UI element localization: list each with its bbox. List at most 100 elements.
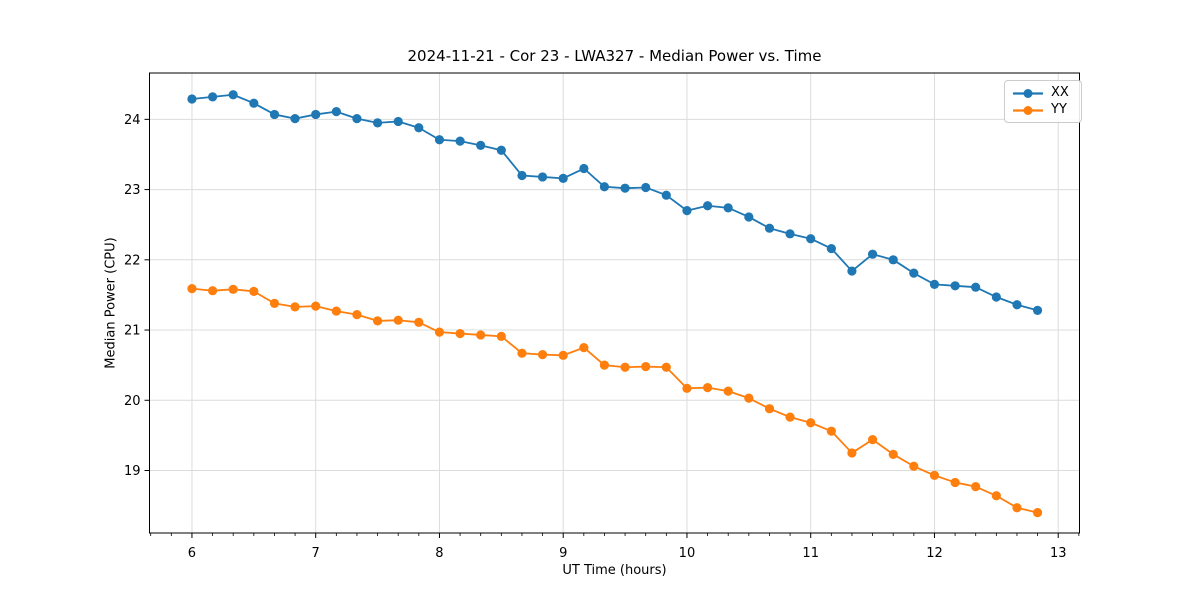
data-point-yy: [620, 362, 630, 372]
data-point-yy: [1012, 503, 1022, 513]
data-point-xx: [723, 203, 733, 213]
data-point-xx: [372, 118, 383, 128]
x-tick-label: 6: [188, 546, 196, 561]
data-point-xx: [537, 172, 548, 182]
data-point-xx: [579, 163, 589, 174]
data-point-xx: [352, 114, 362, 124]
data-point-yy: [579, 343, 589, 353]
x-tick-label: 12: [926, 546, 943, 561]
data-point-yy: [331, 306, 341, 316]
series-line-xx: [191, 93, 1039, 312]
data-point-xx: [228, 90, 238, 100]
data-point-yy: [641, 361, 651, 372]
data-point-yy: [372, 316, 383, 326]
data-point-xx: [393, 116, 403, 127]
data-point-xx: [290, 114, 300, 124]
data-point-yy: [703, 383, 713, 393]
y-tick-label: 21: [124, 324, 141, 339]
data-point-xx: [744, 212, 754, 222]
data-point-xx: [888, 255, 898, 265]
legend-label-xx: XX: [1051, 85, 1069, 100]
data-point-yy: [476, 330, 486, 340]
data-point-yy: [950, 477, 960, 488]
data-point-xx: [991, 292, 1001, 302]
legend-label-yy: YY: [1051, 102, 1067, 117]
data-point-xx: [558, 173, 568, 183]
data-point-xx: [311, 109, 321, 120]
data-point-xx: [517, 170, 527, 181]
data-point-yy: [806, 418, 816, 428]
legend-entry-xx: XX: [1012, 86, 1074, 100]
data-point-xx: [806, 234, 816, 244]
data-point-xx: [620, 183, 630, 193]
data-point-xx: [909, 268, 919, 278]
data-point-xx: [641, 182, 651, 193]
data-point-yy: [249, 286, 259, 297]
data-point-xx: [331, 107, 341, 117]
data-point-xx: [455, 136, 465, 146]
data-point-yy: [455, 328, 465, 339]
data-point-yy: [661, 362, 671, 372]
data-point-xx: [599, 182, 610, 192]
data-point-xx: [661, 190, 671, 200]
y-tick-label: 23: [124, 183, 141, 198]
y-axis-label: Median Power (CPU): [103, 237, 119, 369]
legend-entry-yy: YY: [1012, 103, 1074, 117]
data-point-xx: [826, 243, 836, 254]
data-point-yy: [971, 482, 981, 492]
legend-sample-marker: [1023, 88, 1033, 98]
data-point-xx: [867, 249, 878, 259]
data-point-yy: [187, 284, 197, 294]
data-point-yy: [929, 470, 940, 481]
legend-line-sample-yy: [1013, 105, 1043, 115]
data-point-xx: [950, 281, 960, 291]
data-point-yy: [517, 348, 527, 358]
data-point-yy: [393, 315, 403, 325]
data-point-yy: [723, 386, 733, 396]
data-point-yy: [847, 448, 857, 458]
data-point-xx: [971, 282, 981, 292]
data-point-yy: [785, 412, 795, 422]
data-point-yy: [208, 286, 218, 296]
x-tick-label: 7: [312, 546, 320, 561]
x-tick-label: 13: [1050, 546, 1067, 561]
data-point-yy: [414, 317, 424, 327]
data-point-xx: [434, 135, 445, 145]
x-axis-label: UT Time (hours): [562, 563, 667, 578]
x-tick-label: 8: [435, 546, 443, 561]
axes-spines: [149, 72, 1080, 534]
data-point-yy: [496, 331, 506, 341]
y-tick-label: 20: [124, 394, 141, 409]
data-point-yy: [290, 302, 300, 312]
data-point-yy: [1032, 508, 1043, 518]
data-point-yy: [599, 360, 610, 370]
legend-sample-marker: [1023, 105, 1033, 115]
data-point-xx: [414, 123, 424, 133]
data-point-xx: [764, 223, 775, 233]
data-point-yy: [558, 350, 568, 360]
x-tick-label: 11: [802, 546, 819, 561]
y-tick-label: 24: [124, 113, 141, 128]
y-tick-label: 19: [124, 464, 141, 479]
data-point-xx: [1012, 300, 1022, 310]
data-point-xx: [785, 229, 795, 239]
data-point-xx: [496, 145, 506, 155]
data-point-yy: [867, 435, 878, 445]
data-point-xx: [208, 92, 218, 102]
data-point-xx: [249, 98, 259, 108]
data-point-yy: [352, 309, 362, 320]
data-point-yy: [537, 350, 548, 360]
data-point-xx: [1032, 305, 1043, 315]
data-point-yy: [434, 327, 445, 337]
data-point-xx: [476, 140, 486, 150]
data-point-yy: [228, 284, 238, 294]
x-tick-label: 10: [679, 546, 696, 561]
data-point-yy: [826, 426, 836, 436]
data-point-xx: [703, 201, 713, 211]
x-tick-label: 9: [559, 546, 567, 561]
y-tick-label: 22: [124, 253, 141, 268]
legend-line-sample-xx: [1013, 88, 1043, 98]
data-point-yy: [744, 393, 754, 403]
